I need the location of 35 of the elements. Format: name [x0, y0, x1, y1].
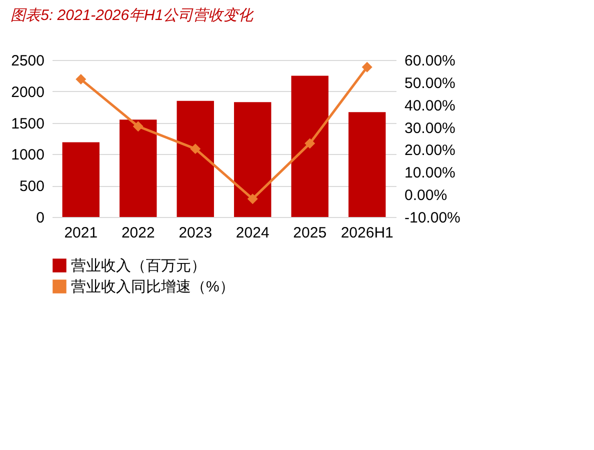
x-tick-label: 2023 [178, 224, 212, 242]
chart-title: 图表5: 2021-2026年H1公司营收变化 [10, 7, 254, 24]
bar [234, 102, 272, 217]
y2-tick-label: 10.00% [404, 164, 456, 182]
y-tick-label: 1500 [11, 115, 44, 132]
bar [291, 76, 328, 217]
bar [348, 112, 386, 217]
y-tick-label: 2000 [11, 84, 44, 101]
x-tick-label: 2021 [64, 224, 98, 242]
point [247, 194, 258, 204]
y2-tick-label: 0.00% [404, 187, 448, 204]
y2-tick-label: 20.00% [404, 142, 456, 160]
y2-tick-label: 50.00% [404, 74, 456, 92]
bar [176, 100, 214, 217]
bar [62, 142, 100, 217]
y-tick-label: 0 [36, 210, 44, 226]
bar [120, 120, 157, 217]
x-tick-label: 2022 [121, 224, 155, 242]
y2-tick-label: -10.00% [404, 210, 460, 226]
y-tick-label: 1000 [11, 146, 44, 164]
y2-tick-label: 60.00% [404, 52, 456, 70]
point [76, 74, 86, 85]
y2-tick-label: 40.00% [404, 97, 456, 114]
point [190, 144, 201, 154]
point [304, 138, 316, 149]
x-tick-label: 2026H1 [340, 224, 394, 242]
legend-label: 营业收入同比增速（%） [71, 278, 234, 296]
y2-tick-label: 30.00% [404, 120, 456, 137]
x-tick-label: 2025 [293, 224, 327, 242]
legend-label: 营业收入（百万元） [71, 258, 206, 274]
y-tick-label: 500 [19, 178, 44, 196]
y-tick-label: 2500 [11, 52, 44, 70]
x-tick-label: 2024 [236, 224, 270, 242]
point [362, 62, 372, 72]
point [132, 121, 144, 132]
